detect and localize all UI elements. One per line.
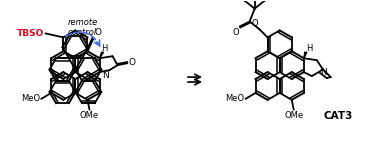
Text: OMe: OMe [284, 111, 303, 120]
Text: O: O [232, 28, 239, 37]
Text: TBSO: TBSO [17, 29, 44, 38]
Text: remote
control: remote control [67, 17, 98, 37]
Text: O: O [129, 58, 135, 67]
Text: CAT3: CAT3 [324, 111, 353, 121]
Text: H: H [102, 44, 108, 53]
Text: MeO: MeO [225, 94, 245, 103]
Text: N: N [102, 71, 108, 80]
Polygon shape [99, 52, 104, 58]
Text: N: N [320, 68, 327, 77]
Text: OMe: OMe [80, 111, 99, 120]
Text: H: H [306, 44, 312, 53]
Text: O: O [94, 28, 101, 37]
Text: O: O [252, 19, 259, 28]
Polygon shape [304, 52, 307, 58]
Text: MeO: MeO [21, 94, 40, 103]
